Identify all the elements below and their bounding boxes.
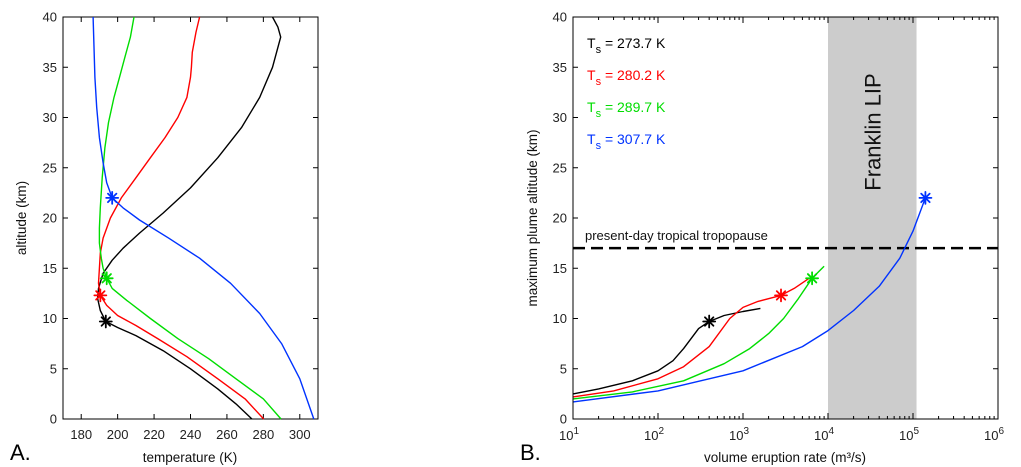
panel-b-series-line-3 (572, 197, 927, 403)
tropopause-label: present-day tropical tropopause (585, 228, 768, 243)
panel-b-y-tick-label: 30 (553, 110, 567, 125)
panel-b-x-axis-label: volume eruption rate (m³/s) (704, 450, 866, 465)
panel-a-y-tick-label: 5 (50, 361, 57, 376)
legend-entry-1: Ts = 280.2 K (587, 67, 666, 88)
panel-a-x-tick-label: 260 (216, 427, 238, 442)
panel-a-series-line-3 (92, 16, 315, 420)
panel-a-y-tick-label: 15 (43, 261, 57, 276)
panel-a-x-tick-label: 200 (107, 427, 129, 442)
panel-a-y-tick-label: 20 (43, 211, 57, 226)
panel-b-y-axis-label: maximum plume altitude (km) (525, 129, 540, 306)
panel-a-x-tick-label: 280 (253, 427, 275, 442)
panel-b-x-tick-label: 101 (559, 426, 579, 443)
panel-a-y-tick-label: 10 (43, 311, 57, 326)
panel-a-x-tick-label: 220 (143, 427, 165, 442)
franklin-lip-shaded-region (828, 17, 917, 419)
panel-b-y-ticks: 0 5 10 15 20 25 30 35 40 (553, 10, 998, 427)
panel-a-tropopause-marker-0 (98, 314, 113, 329)
legend-entry-3: Ts = 307.7 K (587, 131, 666, 152)
panel-b-x-tick-label: 105 (899, 426, 919, 443)
panel-b-marker-1 (774, 288, 788, 303)
panel-a-tropopause-marker-1 (93, 288, 108, 303)
panel-a-series-line-1 (97, 16, 265, 420)
panel-b: Franklin LIP present-day tropical tropop… (520, 10, 1004, 466)
panel-a-y-tick-label: 40 (43, 10, 57, 25)
panel-b-y-tick-label: 25 (553, 160, 567, 175)
legend-entry-0: Ts = 273.7 K (587, 35, 666, 56)
panel-b-y-tick-label: 40 (553, 10, 567, 25)
panel-b-y-tick-label: 35 (553, 60, 567, 75)
panel-b-x-tick-label: 104 (814, 426, 834, 443)
panel-b-x-tick-label: 103 (729, 426, 749, 443)
panel-a-tropopause-marker-3 (105, 190, 120, 205)
panel-b-label: B. (520, 440, 541, 465)
panel-a-x-tick-label: 240 (180, 427, 202, 442)
panel-b-x-ticks: 101 102 103 104 105 106 (559, 17, 1004, 443)
panel-a-x-tick-label: 300 (289, 427, 311, 442)
legend-entry-2: Ts = 289.7 K (587, 99, 666, 120)
panel-a-y-axis-label: altitude (km) (14, 181, 29, 255)
panel-a-x-tick-label: 180 (70, 427, 92, 442)
panel-b-marker-2 (805, 271, 819, 286)
panel-a-y-ticks: 0 5 10 15 20 25 30 35 40 (43, 10, 318, 427)
panel-b-marker-0 (702, 314, 717, 329)
panel-b-y-tick-label: 0 (560, 412, 567, 427)
panel-a-tropopause-marker-2 (99, 271, 114, 286)
panel-a: 180 200 220 240 260 280 300 0 5 10 15 20 25 30 35 40 t… (10, 10, 319, 465)
panel-a-y-tick-label: 35 (43, 60, 57, 75)
panel-b-y-tick-label: 10 (553, 311, 567, 326)
panel-b-x-tick-label: 106 (984, 426, 1004, 443)
panel-b-series-line-0 (572, 307, 761, 395)
panel-b-series (572, 190, 933, 403)
panel-b-series-line-1 (572, 277, 810, 398)
panel-a-y-tick-label: 30 (43, 110, 57, 125)
panel-a-series (92, 16, 315, 420)
panel-a-series-line-0 (96, 16, 282, 420)
panel-a-x-ticks: 180 200 220 240 260 280 300 (70, 17, 311, 442)
panel-b-series-line-2 (572, 265, 825, 400)
panel-a-y-tick-label: 0 (50, 412, 57, 427)
franklin-lip-label: Franklin LIP (860, 73, 885, 190)
panel-b-marker-3 (918, 190, 933, 205)
panel-a-x-axis-label: temperature (K) (143, 450, 238, 465)
panel-b-legend: Ts = 273.7 K Ts = 280.2 K Ts = 289.7 K Ts =… (587, 35, 666, 152)
panel-b-y-tick-label: 20 (553, 211, 567, 226)
panel-a-label: A. (10, 440, 31, 465)
panel-b-y-tick-label: 5 (560, 361, 567, 376)
panel-a-series-line-2 (98, 16, 282, 420)
panel-b-x-tick-label: 102 (644, 426, 664, 443)
panel-b-y-tick-label: 15 (553, 261, 567, 276)
panel-a-y-tick-label: 25 (43, 160, 57, 175)
